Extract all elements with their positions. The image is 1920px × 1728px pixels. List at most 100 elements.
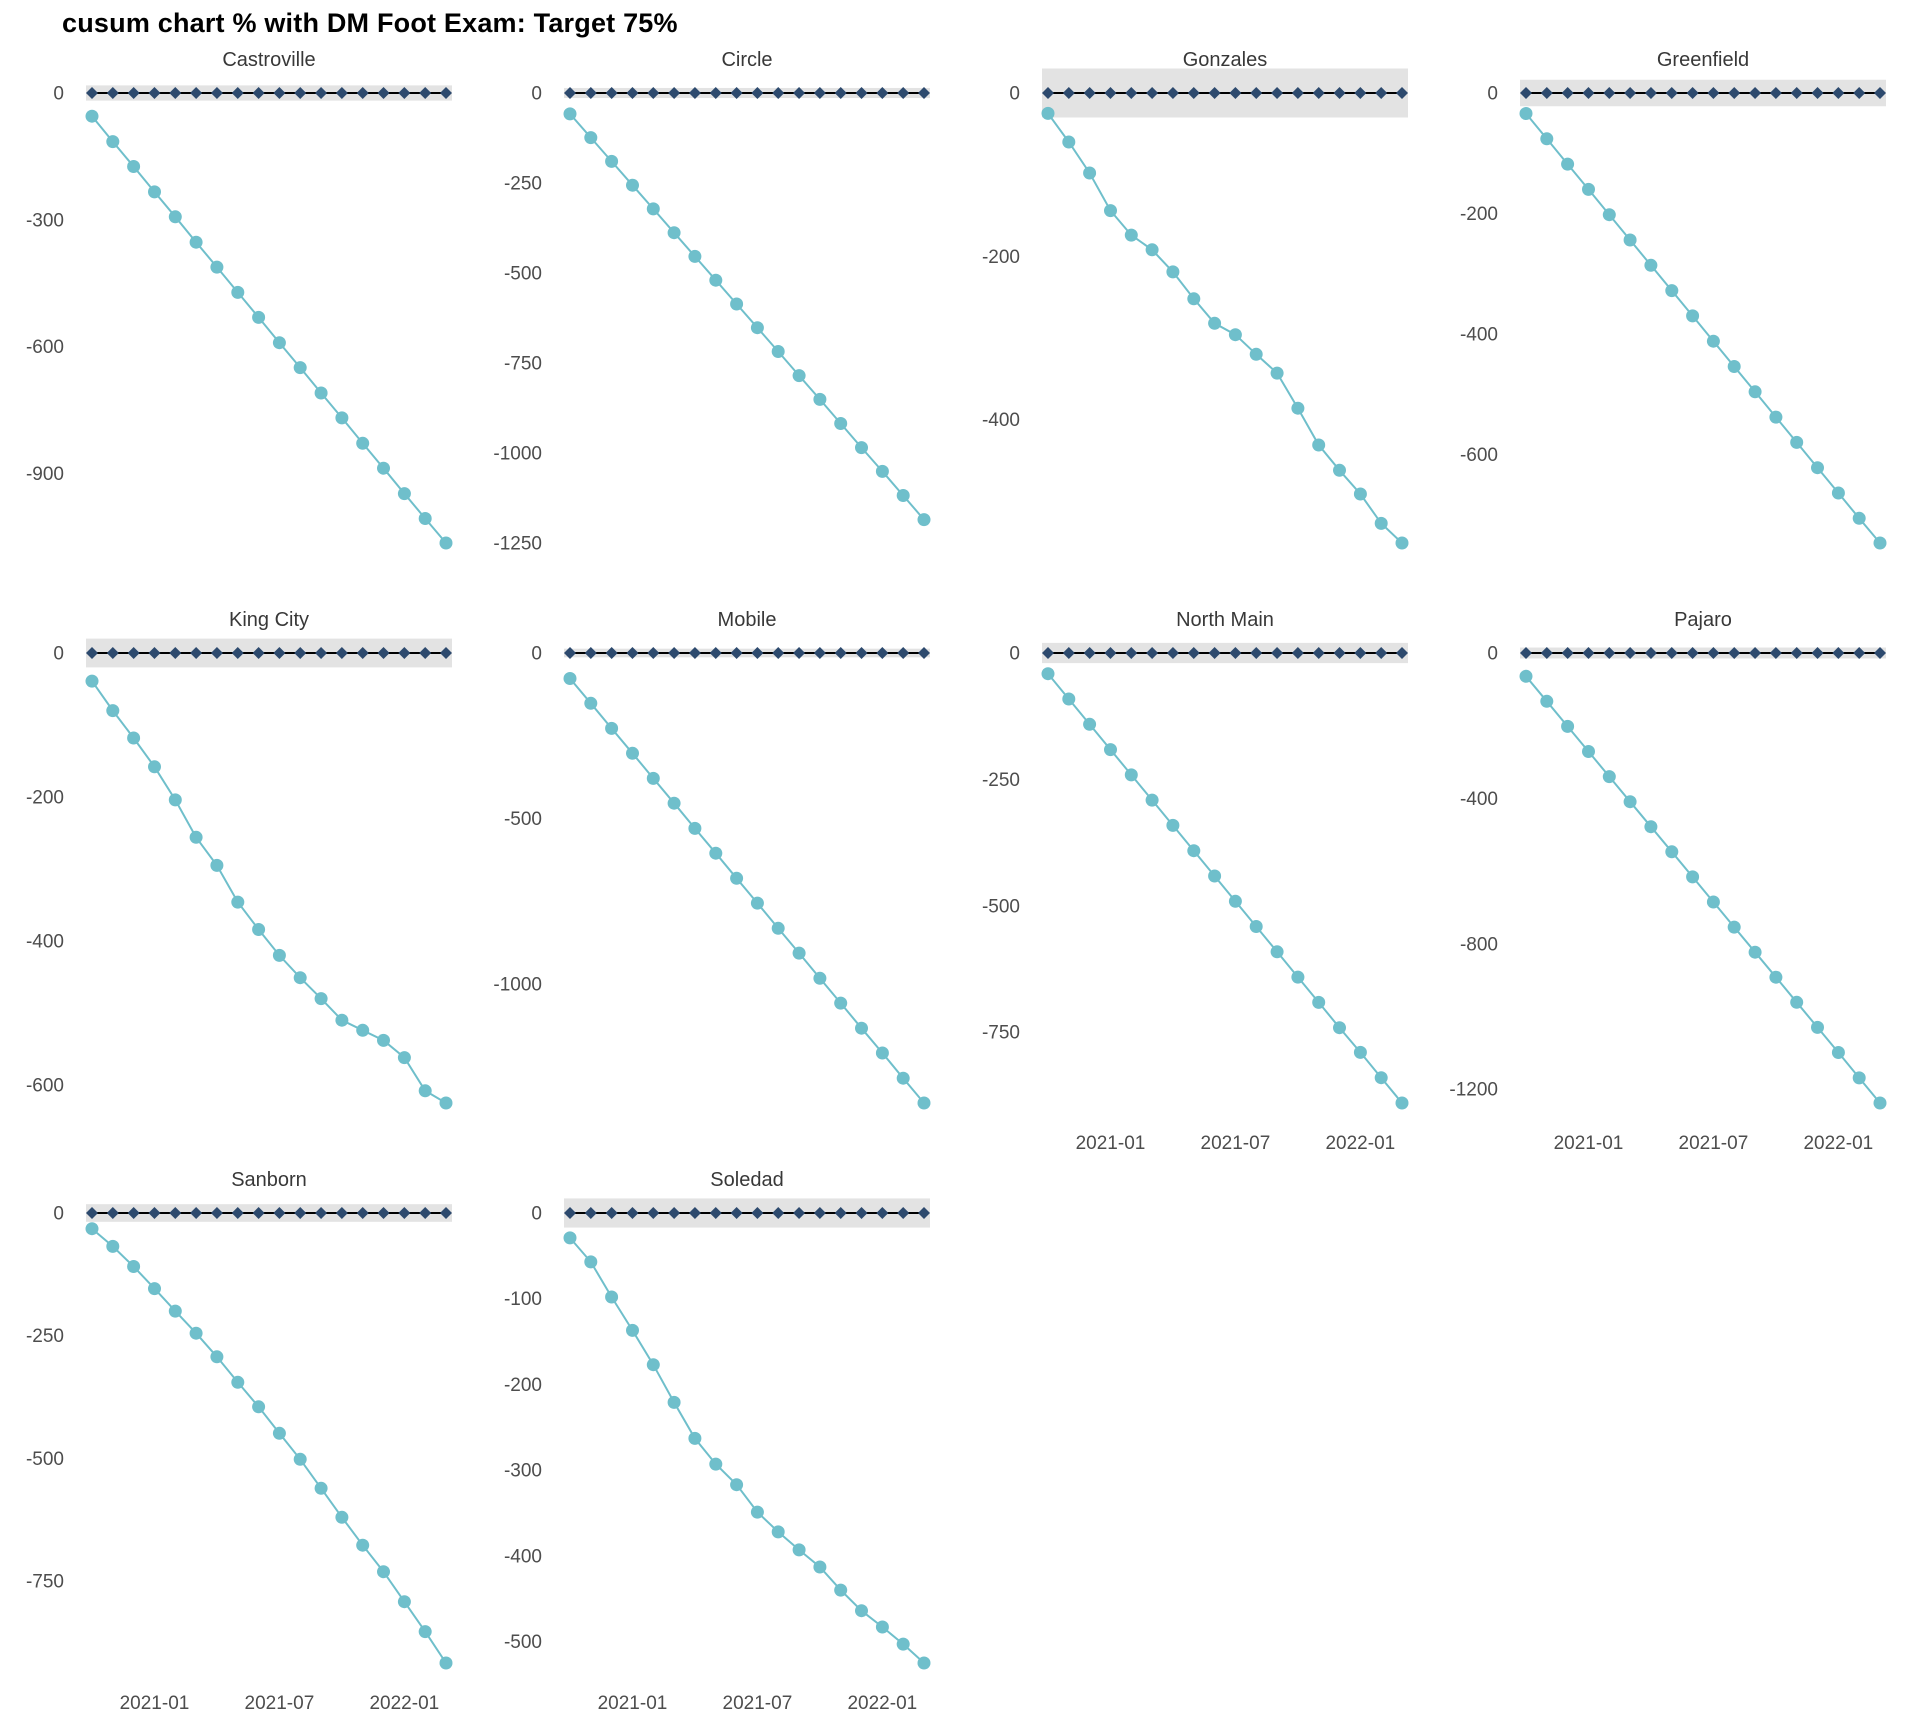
cusum-point xyxy=(730,871,744,885)
y-axis-tick-label: -300 xyxy=(26,210,64,231)
x-axis-tick-label: 2021-01 xyxy=(1076,1133,1146,1154)
cusum-point xyxy=(314,992,328,1006)
reference-point xyxy=(1561,647,1574,659)
reference-point xyxy=(1312,647,1325,659)
reference-point xyxy=(210,1207,223,1219)
cusum-line xyxy=(1047,673,1403,1104)
cusum-point xyxy=(563,1231,577,1245)
cusum-point xyxy=(813,1560,827,1574)
reference-point xyxy=(1853,647,1866,659)
cusum-point xyxy=(1312,995,1326,1009)
reference-point xyxy=(1874,87,1886,99)
cusum-point xyxy=(917,1096,931,1110)
reference-point xyxy=(564,1207,576,1219)
cusum-point xyxy=(855,1604,868,1618)
reference-point xyxy=(1603,647,1616,659)
y-axis-tick-label: -400 xyxy=(1460,324,1498,345)
reference-point xyxy=(1811,647,1824,659)
cusum-point xyxy=(1104,743,1117,757)
cusum-point xyxy=(272,948,286,962)
reference-point xyxy=(730,1207,743,1219)
x-axis-tick-label: 2021-07 xyxy=(1201,1133,1271,1154)
x-axis-tick-label: 2021-07 xyxy=(1679,1133,1749,1154)
cusum-point xyxy=(356,1023,370,1037)
cusum-point xyxy=(1187,292,1201,306)
y-axis-tick-label: -1250 xyxy=(493,534,542,555)
reference-series xyxy=(1042,647,1408,659)
cusum-point xyxy=(896,489,910,502)
cusum-point xyxy=(1083,166,1097,180)
cusum-point xyxy=(1270,945,1284,959)
y-axis-tick-label: -600 xyxy=(26,337,64,358)
y-axis-tick-label: -800 xyxy=(1460,934,1498,955)
y-axis-tick-label: 0 xyxy=(53,1204,64,1225)
x-axis-tick-label: 2022-01 xyxy=(847,1693,917,1714)
cusum-point xyxy=(605,721,619,735)
y-axis-tick-label: 0 xyxy=(53,644,64,665)
cusum-point xyxy=(439,1096,453,1110)
cusum-point xyxy=(875,464,889,478)
cusum-point xyxy=(688,249,702,263)
cusum-point xyxy=(1208,316,1222,330)
reference-point xyxy=(1540,647,1553,659)
reference-point xyxy=(584,87,597,99)
reference-point xyxy=(231,647,244,659)
cusum-point xyxy=(1706,895,1720,909)
reference-point xyxy=(1665,87,1678,99)
cusum-point xyxy=(148,760,161,774)
cusum-point xyxy=(1540,694,1554,708)
reference-point xyxy=(1229,87,1242,99)
facet-panel-greenfield: Greenfield 0 -200 -400 -600 xyxy=(1440,45,1918,605)
reference-point xyxy=(1582,647,1595,659)
reference-point xyxy=(1790,87,1803,99)
reference-point xyxy=(1187,87,1200,99)
reference-point xyxy=(398,1207,411,1219)
reference-point xyxy=(813,647,826,659)
cusum-point xyxy=(1561,157,1575,171)
cusum-point xyxy=(168,793,182,807)
cusum-point xyxy=(1291,401,1305,415)
cusum-point xyxy=(1769,970,1783,984)
cusum-line xyxy=(569,113,925,521)
cusum-point xyxy=(1291,970,1305,984)
reference-point xyxy=(1125,647,1138,659)
cusum-point xyxy=(1312,438,1326,452)
reference-point xyxy=(252,87,265,99)
y-axis-tick-label: -500 xyxy=(982,896,1020,917)
reference-point xyxy=(335,87,348,99)
cusum-point xyxy=(1145,243,1159,257)
reference-point xyxy=(398,87,411,99)
reference-point xyxy=(855,647,868,659)
y-axis-tick-label: -500 xyxy=(504,264,542,285)
reference-point xyxy=(1104,647,1117,659)
cusum-point xyxy=(397,1595,411,1609)
reference-point xyxy=(440,647,452,659)
cusum-line xyxy=(569,1237,925,1664)
reference-point xyxy=(1187,647,1200,659)
facet-panel-pajaro: Pajaro 0 -400 -800 -1200 2021-01 2021-07 2022-0… xyxy=(1440,605,1918,1165)
cusum-point xyxy=(127,731,141,745)
reference-point xyxy=(419,1207,432,1219)
cusum-point xyxy=(1686,870,1700,884)
reference-point xyxy=(1561,87,1574,99)
cusum-line xyxy=(1047,112,1403,544)
cusum-point xyxy=(1166,265,1180,279)
reference-point xyxy=(1644,87,1657,99)
reference-point xyxy=(315,1207,328,1219)
reference-point xyxy=(315,647,328,659)
cusum-point xyxy=(1145,793,1159,807)
reference-point xyxy=(688,647,701,659)
cusum-point xyxy=(397,1051,411,1065)
cusum-point xyxy=(771,921,785,935)
cusum-point xyxy=(771,1525,785,1539)
cusum-point xyxy=(834,417,848,430)
cusum-point xyxy=(771,345,785,358)
cusum-point xyxy=(626,178,639,192)
cusum-series xyxy=(563,672,931,1110)
reference-point xyxy=(1146,647,1159,659)
reference-series xyxy=(564,647,930,659)
x-axis-tick-label: 2021-07 xyxy=(245,1693,315,1714)
reference-point xyxy=(647,87,660,99)
facet-panel-sanborn: Sanborn 0 -250 -500 -750 2021-01 2021-07 2022-0… xyxy=(6,1165,484,1725)
reference-point xyxy=(1832,87,1845,99)
